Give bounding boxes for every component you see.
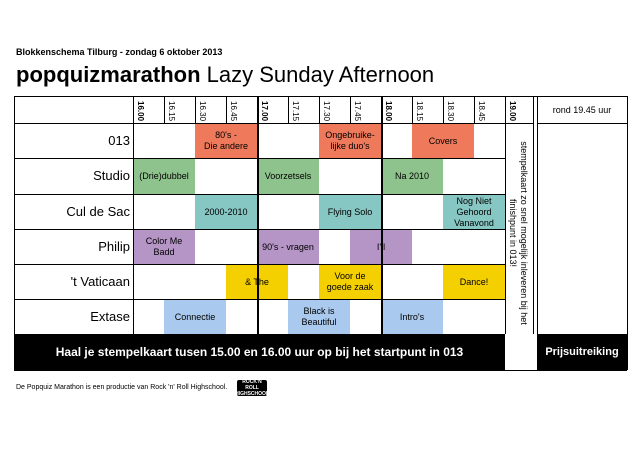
time-label: 18.45 <box>477 101 486 122</box>
room-label: Studio <box>93 168 130 183</box>
time-label: 16.00 <box>136 101 145 122</box>
room-label: 013 <box>108 132 130 148</box>
handin-note: stempelkaart zo snel mogelijk inleveren … <box>508 138 533 328</box>
schedule-block: Intro's <box>381 300 443 334</box>
grid-line <box>258 96 259 334</box>
schedule-block: Black is Beautiful <box>288 300 350 334</box>
schedule-block: Flying Solo <box>319 195 381 229</box>
schedule-subtitle: Blokkenschema Tilburg - zondag 6 oktober… <box>16 47 223 57</box>
handin-note-text: stempelkaart zo snel mogelijk inleveren … <box>508 141 529 325</box>
grid-line <box>14 299 505 300</box>
grid-line <box>14 229 505 230</box>
grid-line <box>505 96 506 334</box>
schedule-block: Voor de goede zaak <box>319 265 381 299</box>
schedule-block: 90's - vragen <box>257 230 319 264</box>
grid-line <box>350 96 351 123</box>
room-label: 't Vaticaan <box>70 273 130 289</box>
schedule-block: Nog Niet Gehoord Vanavond <box>443 195 505 229</box>
grid-line <box>474 96 475 123</box>
schedule-block: 80's - Die andere <box>195 124 257 158</box>
time-label: 17.15 <box>291 101 300 122</box>
grid-line <box>133 96 134 334</box>
schedule-block: Na 2010 <box>381 159 443 194</box>
grid-line <box>195 96 196 123</box>
time-label: 16.45 <box>229 101 238 122</box>
grid-line <box>14 370 627 371</box>
title-rest: Lazy Sunday Afternoon <box>200 62 435 87</box>
schedule-block: Dance! <box>443 265 505 299</box>
grid-line <box>537 96 538 334</box>
time-label: 16.30 <box>198 101 207 122</box>
grid-line <box>14 123 533 124</box>
grid-line <box>257 96 258 334</box>
credit-line: De Popquiz Marathon is een productie van… <box>16 384 228 391</box>
room-label: Extase <box>90 308 130 324</box>
grid-line <box>14 96 15 370</box>
grid-line <box>533 96 534 334</box>
time-label: 18.00 <box>384 101 393 122</box>
award-time: rond 19.45 uur <box>552 105 612 115</box>
grid-line <box>14 194 505 195</box>
grid-line <box>382 96 383 334</box>
schedule-block: Connectie <box>164 300 226 334</box>
schedule-block: Color Me Badd <box>133 230 195 264</box>
grid-line <box>164 96 165 123</box>
grid-line <box>381 96 382 334</box>
title-bold: popquizmarathon <box>16 62 201 87</box>
pickup-banner: Haal je stempelkaart tusen 15.00 en 16.0… <box>14 334 505 370</box>
time-label: 17.30 <box>322 101 331 122</box>
schedule-block: (Drie)dubbel <box>133 159 195 194</box>
grid-line <box>537 334 627 335</box>
grid-line <box>627 96 628 370</box>
grid-line <box>14 96 627 97</box>
schedule-block: 2000-2010 <box>195 195 257 229</box>
grid-line <box>537 123 627 124</box>
page-title: popquizmarathon Lazy Sunday Afternoon <box>16 62 434 88</box>
schedule-block: Covers <box>412 124 474 158</box>
room-label: Philip <box>98 238 130 254</box>
schedule-block: Voorzetsels <box>257 159 319 194</box>
time-label: 17.45 <box>353 101 362 122</box>
schedule-block: Ongebruike- lijke duo's <box>319 124 381 158</box>
time-label: 16.15 <box>167 101 176 122</box>
time-label: 17.00 <box>260 101 269 122</box>
grid-line <box>288 96 289 123</box>
grid-line <box>14 158 505 159</box>
grid-line <box>319 96 320 123</box>
grid-line <box>443 96 444 123</box>
grid-line <box>14 264 505 265</box>
grid-line <box>412 96 413 123</box>
rnr-logo: ROCK'N ROLL HIGHSCHOOL <box>235 379 269 397</box>
time-label: 18.15 <box>415 101 424 122</box>
prize-banner: Prijsuitreiking <box>537 334 627 370</box>
room-label: Cul de Sac <box>66 203 130 219</box>
time-label: 19.00 <box>508 101 517 122</box>
grid-line <box>226 96 227 123</box>
time-label: 18.30 <box>446 101 455 122</box>
